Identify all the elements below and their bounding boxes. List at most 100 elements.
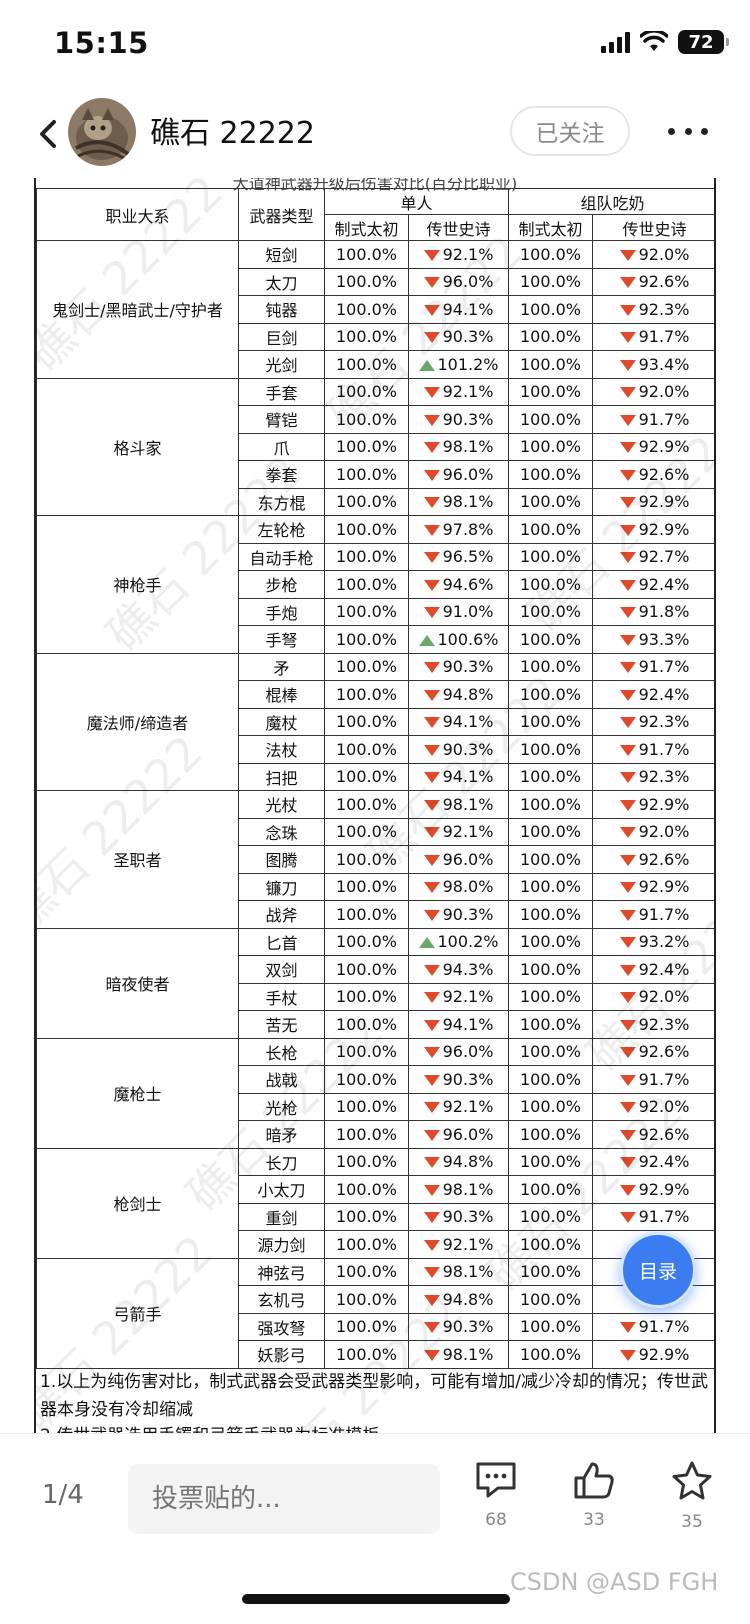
post-image[interactable]: 大道神武器升级后伤害对比(百分比职业) 职业大系 武器类型 单人 组队吃奶 制式… — [34, 178, 716, 1434]
table-row: 暗夜使者 匕首 100.0% 100.2% 100.0% 93.2% — [36, 927, 714, 1039]
team-standard-cell: 100.0% — [508, 735, 594, 764]
table-row: 战斧 100.0% 90.3% 100.0% 91.7% — [37, 900, 714, 929]
team-epic-cell: 92.6% — [592, 845, 714, 874]
solo-standard-cell: 100.0% — [324, 927, 409, 956]
team-standard-cell: 100.0% — [508, 1092, 594, 1121]
weapon-cell: 小太刀 — [238, 1175, 325, 1204]
comment-count: 68 — [485, 1510, 507, 1530]
solo-standard-cell: 100.0% — [324, 1285, 409, 1314]
header-weapon: 武器类型 — [238, 188, 325, 241]
header-col-d: 传世史诗 — [592, 214, 714, 241]
arrow-down-icon — [619, 579, 636, 591]
solo-epic-cell-value: 94.8% — [442, 684, 494, 704]
table-row: 小太刀 100.0% 98.1% 100.0% 92.9% — [37, 1175, 714, 1204]
team-epic-cell-value: 92.9% — [638, 1344, 690, 1364]
arrow-down-icon — [423, 799, 440, 811]
table-row: 苦无 100.0% 94.1% 100.0% 92.3% — [37, 1010, 714, 1039]
weapon-cell: 妖影弓 — [238, 1340, 325, 1369]
solo-standard-cell: 100.0% — [324, 982, 409, 1011]
solo-standard-cell: 100.0% — [324, 295, 409, 324]
arrow-down-icon — [619, 744, 636, 756]
arrow-down-icon — [423, 662, 440, 674]
solo-epic-cell: 98.1% — [407, 1257, 510, 1286]
team-epic-cell-value: 92.6% — [638, 849, 690, 869]
solo-standard-cell: 100.0% — [324, 487, 409, 516]
arrow-down-icon — [619, 607, 636, 619]
home-indicator[interactable] — [242, 1594, 510, 1604]
arrow-down-icon — [619, 827, 636, 839]
solo-epic-cell: 94.1% — [407, 707, 510, 736]
weapon-cell: 自动手枪 — [238, 542, 325, 571]
arrow-down-icon — [619, 249, 636, 261]
header-solo: 单人 — [323, 188, 510, 215]
table-row: 战戟 100.0% 90.3% 100.0% 91.7% — [37, 1065, 714, 1094]
team-epic-cell: 92.0% — [592, 377, 714, 406]
solo-standard-cell: 100.0% — [324, 625, 409, 654]
solo-standard-cell: 100.0% — [324, 350, 409, 379]
team-epic-cell-value: 91.7% — [638, 739, 690, 759]
team-standard-cell: 100.0% — [508, 1147, 594, 1176]
note-1: 1.以上为纯伤害对比，制式武器会受武器类型影响，可能有增加/减少冷却的情况；传世… — [40, 1372, 708, 1420]
arrow-down-icon — [423, 689, 440, 701]
team-epic-cell-value: 92.6% — [638, 1042, 690, 1062]
solo-epic-cell-value: 90.3% — [442, 1317, 494, 1337]
arrow-down-icon — [423, 1047, 440, 1059]
team-standard-cell: 100.0% — [508, 1037, 594, 1066]
solo-standard-cell: 100.0% — [324, 377, 409, 406]
like-button[interactable]: 33 — [564, 1460, 624, 1530]
follow-button[interactable]: 已关注 — [510, 106, 630, 156]
table-row: 格斗家 手套 100.0% 92.1% 100.0% 92.0% — [36, 377, 714, 516]
more-options-icon[interactable] — [668, 116, 708, 146]
weapon-cell: 臂铠 — [238, 405, 325, 434]
table-row: 巨剑 100.0% 90.3% 100.0% 91.7% — [37, 322, 714, 351]
solo-epic-cell-value: 96.0% — [442, 1124, 494, 1144]
arrow-down-icon — [423, 992, 440, 1004]
team-standard-cell: 100.0% — [508, 707, 594, 736]
table-row: 枪剑士 长刀 100.0% 94.8% 100.0% 92.4% — [36, 1147, 714, 1259]
star-button[interactable]: 35 — [662, 1460, 722, 1532]
solo-epic-cell-value: 96.0% — [442, 849, 494, 869]
catalog-button[interactable]: 目录 — [620, 1232, 696, 1308]
arrow-down-icon — [619, 992, 636, 1004]
table-row: 光剑 100.0% 101.2% 100.0% 93.4% — [37, 350, 714, 379]
note-2: 2.传世武器选用手镯和弓箭手武器为标准模板 — [40, 1421, 379, 1434]
team-epic-cell: 92.0% — [592, 240, 714, 269]
back-icon[interactable] — [34, 114, 64, 154]
solo-standard-cell: 100.0% — [324, 240, 409, 269]
solo-standard-cell: 100.0% — [324, 267, 409, 296]
solo-epic-cell: 90.3% — [407, 900, 510, 929]
team-epic-cell: 92.9% — [592, 432, 714, 461]
solo-standard-cell: 100.0% — [324, 845, 409, 874]
solo-epic-cell: 98.1% — [407, 487, 510, 516]
arrow-down-icon — [619, 772, 636, 784]
arrow-down-icon — [423, 854, 440, 866]
solo-epic-cell-value: 90.3% — [442, 904, 494, 924]
solo-epic-cell-value: 101.2% — [437, 354, 499, 374]
weapon-cell: 光剑 — [238, 350, 325, 379]
username[interactable]: 礁石 22222 — [150, 116, 315, 151]
avatar[interactable] — [68, 98, 136, 166]
team-epic-cell: 92.4% — [592, 955, 714, 984]
solo-epic-cell: 96.0% — [407, 1120, 510, 1149]
arrow-down-icon — [619, 359, 636, 371]
solo-epic-cell-value: 90.3% — [442, 409, 494, 429]
team-epic-cell-value: 92.3% — [638, 712, 690, 732]
solo-epic-cell: 97.8% — [407, 515, 510, 544]
solo-standard-cell: 100.0% — [324, 762, 409, 791]
team-epic-cell-value: 92.3% — [638, 299, 690, 319]
vote-input[interactable] — [128, 1464, 440, 1534]
weapon-cell: 魔杖 — [238, 707, 325, 736]
solo-epic-cell: 92.1% — [407, 377, 510, 406]
solo-epic-cell-value: 92.1% — [442, 1097, 494, 1117]
comment-button[interactable]: 68 — [466, 1460, 526, 1530]
team-standard-cell: 100.0% — [508, 295, 594, 324]
wifi-icon — [640, 31, 668, 51]
team-epic-cell: 92.9% — [592, 790, 714, 819]
team-epic-cell: 92.0% — [592, 817, 714, 846]
solo-epic-cell-value: 90.3% — [442, 327, 494, 347]
team-standard-cell: 100.0% — [508, 322, 594, 351]
team-epic-cell: 91.7% — [592, 405, 714, 434]
solo-epic-cell-value: 98.1% — [442, 1179, 494, 1199]
team-epic-cell: 93.2% — [592, 927, 714, 956]
solo-epic-cell-value: 96.0% — [442, 272, 494, 292]
